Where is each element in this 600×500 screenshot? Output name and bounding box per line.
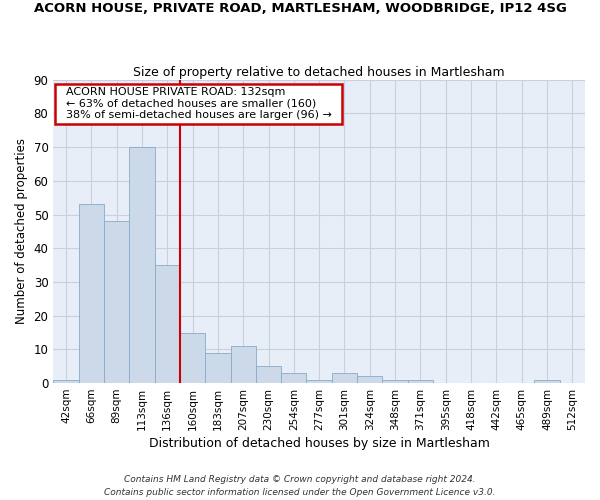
Bar <box>79 204 104 383</box>
Bar <box>281 373 307 383</box>
Bar <box>408 380 433 383</box>
Title: Size of property relative to detached houses in Martlesham: Size of property relative to detached ho… <box>133 66 505 78</box>
Bar <box>180 332 205 383</box>
Text: Contains HM Land Registry data © Crown copyright and database right 2024.
Contai: Contains HM Land Registry data © Crown c… <box>104 476 496 497</box>
X-axis label: Distribution of detached houses by size in Martlesham: Distribution of detached houses by size … <box>149 437 490 450</box>
Bar <box>357 376 382 383</box>
Bar <box>230 346 256 383</box>
Bar <box>53 380 79 383</box>
Text: ACORN HOUSE, PRIVATE ROAD, MARTLESHAM, WOODBRIDGE, IP12 4SG: ACORN HOUSE, PRIVATE ROAD, MARTLESHAM, W… <box>34 2 566 16</box>
Bar <box>307 380 332 383</box>
Bar <box>332 373 357 383</box>
Bar <box>382 380 408 383</box>
Bar <box>256 366 281 383</box>
Bar <box>129 147 155 383</box>
Bar <box>535 380 560 383</box>
Text: ACORN HOUSE PRIVATE ROAD: 132sqm
  ← 63% of detached houses are smaller (160)
  : ACORN HOUSE PRIVATE ROAD: 132sqm ← 63% o… <box>59 88 338 120</box>
Bar <box>104 222 129 383</box>
Bar <box>155 265 180 383</box>
Y-axis label: Number of detached properties: Number of detached properties <box>15 138 28 324</box>
Bar <box>205 352 230 383</box>
